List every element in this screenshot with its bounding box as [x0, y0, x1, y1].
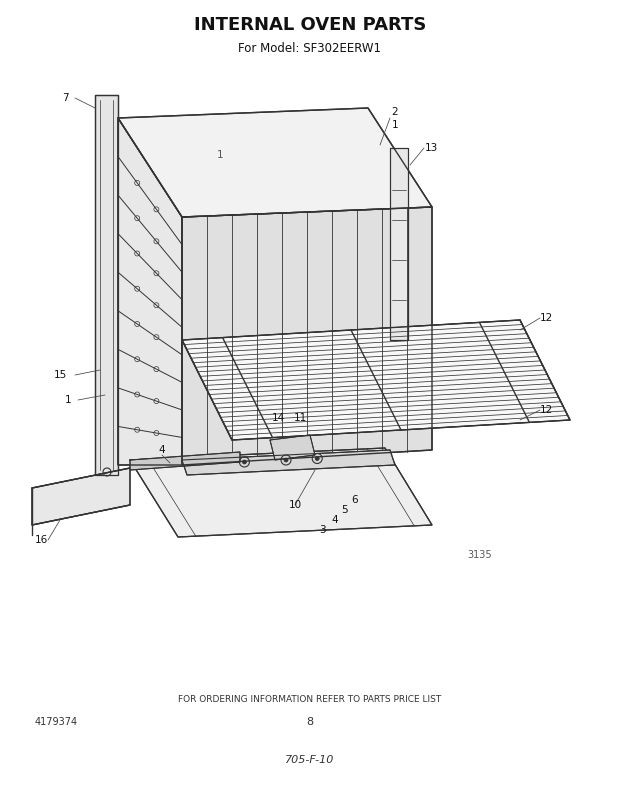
Text: For Model: SF302EERW1: For Model: SF302EERW1 — [239, 42, 381, 54]
Polygon shape — [32, 468, 130, 525]
Text: 12: 12 — [540, 313, 553, 323]
Text: 15: 15 — [53, 370, 66, 380]
Text: 705-F-10: 705-F-10 — [285, 755, 335, 765]
Text: 13: 13 — [425, 143, 438, 153]
Text: 14: 14 — [272, 413, 285, 423]
Text: 12: 12 — [540, 405, 553, 415]
Text: 16: 16 — [35, 535, 48, 545]
Polygon shape — [390, 148, 408, 340]
Text: 3135: 3135 — [467, 550, 492, 560]
Text: 11: 11 — [293, 413, 307, 423]
Text: FOR ORDERING INFORMATION REFER TO PARTS PRICE LIST: FOR ORDERING INFORMATION REFER TO PARTS … — [179, 696, 441, 704]
Polygon shape — [118, 118, 182, 465]
Text: 10: 10 — [288, 500, 301, 510]
Polygon shape — [95, 95, 118, 475]
Text: 7: 7 — [61, 93, 68, 103]
Polygon shape — [130, 448, 432, 537]
Text: 1: 1 — [392, 120, 398, 130]
Text: 1: 1 — [216, 150, 223, 160]
Text: INTERNAL OVEN PARTS: INTERNAL OVEN PARTS — [194, 16, 426, 34]
Text: 3: 3 — [319, 525, 326, 535]
Polygon shape — [182, 207, 432, 465]
Text: 2: 2 — [392, 107, 398, 117]
Text: 6: 6 — [352, 495, 358, 505]
Circle shape — [242, 460, 246, 464]
Circle shape — [315, 457, 319, 461]
Circle shape — [284, 458, 288, 462]
Polygon shape — [118, 108, 432, 217]
Polygon shape — [182, 450, 395, 475]
Polygon shape — [270, 435, 315, 460]
Text: 4: 4 — [159, 445, 166, 455]
Text: 8: 8 — [306, 717, 314, 727]
Text: 1: 1 — [64, 395, 71, 405]
Text: 4: 4 — [332, 515, 339, 525]
Polygon shape — [130, 452, 240, 470]
Text: 4179374: 4179374 — [35, 717, 78, 727]
Text: 5: 5 — [342, 505, 348, 515]
Polygon shape — [182, 320, 570, 440]
